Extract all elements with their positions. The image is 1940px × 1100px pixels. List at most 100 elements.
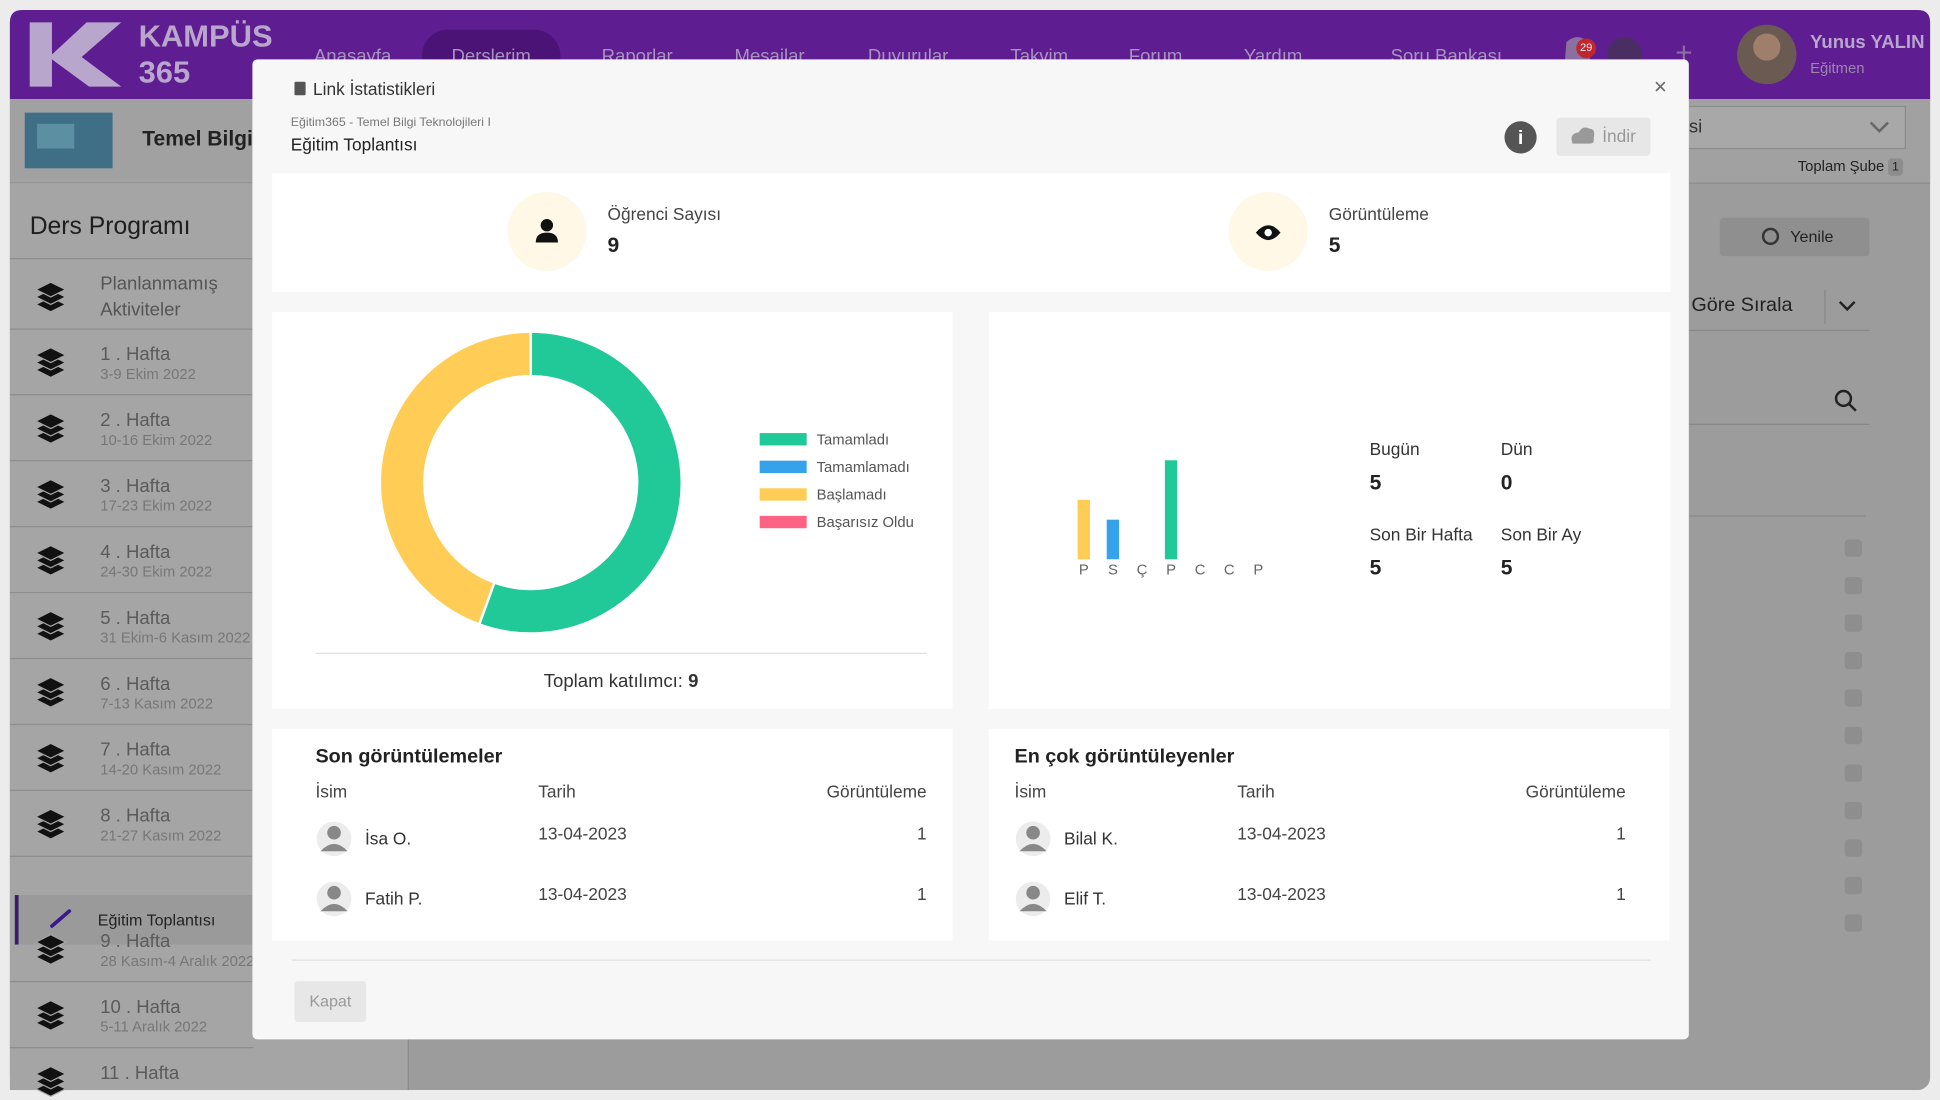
- close-button[interactable]: [294, 981, 367, 1023]
- stat-value: 5: [1329, 234, 1341, 257]
- stat-label: Görüntüleme: [1329, 204, 1429, 224]
- sidebar-item-dates: 10-16 Ekim 2022: [100, 433, 212, 449]
- layers-icon: [34, 676, 67, 693]
- avatar-body: [320, 843, 348, 852]
- checkbox[interactable]: [1844, 839, 1863, 857]
- sidebar-item-title[interactable]: 6 . Hafta: [100, 673, 171, 694]
- table-title: En çok görüntüleyenler: [1015, 745, 1235, 767]
- sidebar-item-title[interactable]: Eğitim Toplantısı: [98, 911, 216, 929]
- badge: [1888, 158, 1903, 176]
- branch-select-value: si: [1689, 115, 1702, 136]
- legend-label: Tamamladı: [817, 432, 890, 448]
- cell-date: 13-04-2023: [1237, 824, 1326, 844]
- download-button[interactable]: [1556, 117, 1651, 156]
- sidebar-item-title[interactable]: 5 . Hafta: [100, 607, 171, 628]
- period-value: 5: [1370, 471, 1382, 494]
- legend-label: Başlamadı: [817, 488, 887, 504]
- column-header: İsim: [315, 782, 347, 802]
- donut-segment: [477, 330, 683, 635]
- checkbox[interactable]: [1844, 726, 1863, 745]
- legend: Tamamladı Tamamlamadı Başlamadı Başarısız O…: [759, 432, 914, 531]
- cloud-icon: [1571, 127, 1595, 144]
- sidebar-item-title[interactable]: 1 . Hafta: [100, 343, 171, 364]
- bar: [1077, 499, 1091, 560]
- logo-number: 365: [139, 54, 191, 89]
- avatar-body: [1019, 903, 1047, 912]
- sidebar-item-dates: 5-11 Aralık 2022: [100, 1020, 207, 1036]
- sidebar-item-title[interactable]: 9 . Hafta: [100, 930, 171, 951]
- refresh-button[interactable]: [1719, 217, 1870, 257]
- close-icon[interactable]: ×: [1654, 74, 1667, 99]
- close-label: Kapat: [309, 992, 352, 1010]
- layers-icon: [34, 999, 67, 1017]
- sidebar-item-title[interactable]: Aktiviteler: [100, 298, 180, 319]
- sidebar-item-title[interactable]: 2 . Hafta: [100, 409, 171, 430]
- avatar-head: [1026, 825, 1040, 840]
- layers-icon: [34, 610, 67, 628]
- checkbox[interactable]: [1844, 876, 1863, 895]
- avatar-head: [327, 885, 341, 900]
- user-name[interactable]: Yunus YALIN: [1810, 31, 1924, 52]
- layers-icon: [34, 1065, 67, 1083]
- checkbox[interactable]: [1844, 914, 1863, 932]
- breadcrumb: Eğitim365 - Temel Bilgi Teknolojileri I: [291, 115, 491, 129]
- x-tick-label: C: [1224, 562, 1235, 578]
- checkbox[interactable]: [1844, 689, 1863, 707]
- avatar-head: [327, 825, 341, 840]
- refresh-icon: [1761, 227, 1780, 246]
- eye-pupil: [1264, 228, 1272, 237]
- sidebar-item-dates: 21-27 Kasım 2022: [100, 828, 221, 844]
- column-header: Görüntüleme: [827, 782, 927, 802]
- logo-mark: [29, 22, 122, 87]
- search-icon[interactable]: [1834, 389, 1853, 408]
- layers-icon: [34, 742, 67, 759]
- checkbox[interactable]: [1844, 651, 1863, 670]
- avatar-head: [1026, 885, 1040, 900]
- legend-label: Başarısız Oldu: [817, 515, 914, 531]
- person-icon: [540, 219, 554, 232]
- legend-swatch: [759, 515, 807, 529]
- column-header: Tarih: [538, 782, 576, 802]
- x-tick-label: Ç: [1137, 562, 1148, 578]
- cell-views: 1: [1616, 824, 1626, 844]
- stat-value: 9: [607, 234, 619, 257]
- modal-title: Link İstatistikleri: [313, 79, 435, 99]
- sort-label[interactable]: Göre Sırala: [1691, 294, 1792, 316]
- sidebar-item-title[interactable]: 8 . Hafta: [100, 805, 171, 826]
- tables: Son görüntülemeler İsim Tarih Görüntüleme İs…: [272, 728, 1670, 941]
- cell-views: 1: [1616, 884, 1626, 904]
- cell-name: Elif T.: [1064, 889, 1106, 909]
- sidebar-item-title[interactable]: 4 . Hafta: [100, 541, 171, 562]
- branch-select[interactable]: [1669, 105, 1906, 150]
- sidebar-item-title[interactable]: 11 . Hafta: [100, 1062, 180, 1083]
- checkbox[interactable]: [1844, 801, 1863, 820]
- info-icon[interactable]: [1504, 121, 1537, 154]
- bar: [1106, 519, 1120, 560]
- cell-date: 13-04-2023: [538, 884, 627, 904]
- bar: [1164, 460, 1178, 560]
- download-label: İndir: [1602, 126, 1636, 146]
- logo-name: KAMPÜS: [139, 19, 273, 54]
- sidebar-item-title[interactable]: 7 . Hafta: [100, 739, 171, 760]
- cell-name: Fatih P.: [365, 889, 422, 909]
- checkbox[interactable]: [1844, 764, 1863, 782]
- sidebar-list: Planlanmamış Aktiviteler 1 . Hafta 3-9 Ekim…: [9, 258, 409, 1097]
- checkbox[interactable]: [1844, 614, 1863, 632]
- notification-count: 29: [1580, 42, 1592, 54]
- checkbox[interactable]: [1844, 576, 1863, 595]
- column-header: İsim: [1015, 782, 1047, 802]
- user-role: Eğitmen: [1810, 61, 1864, 77]
- sidebar-item-dates: 14-20 Kasım 2022: [100, 763, 221, 779]
- chevron: [1869, 121, 1889, 133]
- layers-icon: [34, 544, 67, 562]
- checkbox[interactable]: [1844, 539, 1863, 557]
- sidebar-item-title[interactable]: 10 . Hafta: [100, 996, 181, 1017]
- layers-icon: [34, 808, 67, 825]
- course-title: Temel Bilgi: [142, 127, 253, 150]
- checkbox-list: [1844, 539, 1863, 932]
- sidebar-item-title[interactable]: 3 . Hafta: [100, 475, 171, 496]
- sidebar-item-title[interactable]: Planlanmamış: [100, 273, 218, 294]
